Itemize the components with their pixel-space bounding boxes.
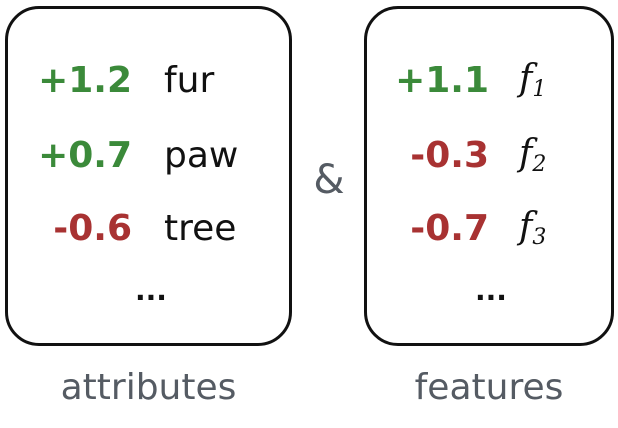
feature-term: f3 xyxy=(519,209,546,249)
attribute-row: +1.2 fur xyxy=(28,53,214,109)
attributes-ellipsis: ... xyxy=(135,274,167,307)
attribute-weight: -0.6 xyxy=(53,208,132,249)
attribute-term: paw xyxy=(164,135,239,176)
feature-symbol: f xyxy=(519,133,533,174)
features-caption: features xyxy=(414,367,564,408)
attributes-panel: +1.2 fur +0.7 paw -0.6 tree ... xyxy=(5,6,292,346)
feature-weight: -0.3 xyxy=(410,135,489,176)
features-ellipsis: ... xyxy=(475,274,507,307)
attribute-weight: +0.7 xyxy=(38,135,132,176)
ampersand-connector: & xyxy=(313,157,345,203)
feature-row: -0.3 f2 xyxy=(385,128,546,184)
feature-weight: +1.1 xyxy=(395,60,489,101)
feature-term: f2 xyxy=(519,136,546,176)
attribute-weight: +1.2 xyxy=(38,60,132,101)
feature-subscript: 1 xyxy=(532,77,547,102)
attribute-term: tree xyxy=(164,208,237,249)
attribute-row: -0.6 tree xyxy=(28,201,236,257)
feature-subscript: 2 xyxy=(532,152,547,177)
features-panel: +1.1 f1 -0.3 f2 -0.7 f3 ... xyxy=(364,6,614,346)
feature-symbol: f xyxy=(519,58,533,99)
feature-term: f1 xyxy=(519,61,546,101)
feature-symbol: f xyxy=(519,206,533,247)
feature-subscript: 3 xyxy=(532,225,547,250)
feature-row: -0.7 f3 xyxy=(385,201,546,257)
attribute-term: fur xyxy=(164,60,215,101)
attribute-row: +0.7 paw xyxy=(28,128,238,184)
attributes-caption: attributes xyxy=(60,367,237,408)
feature-row: +1.1 f1 xyxy=(385,53,546,109)
feature-weight: -0.7 xyxy=(410,208,489,249)
